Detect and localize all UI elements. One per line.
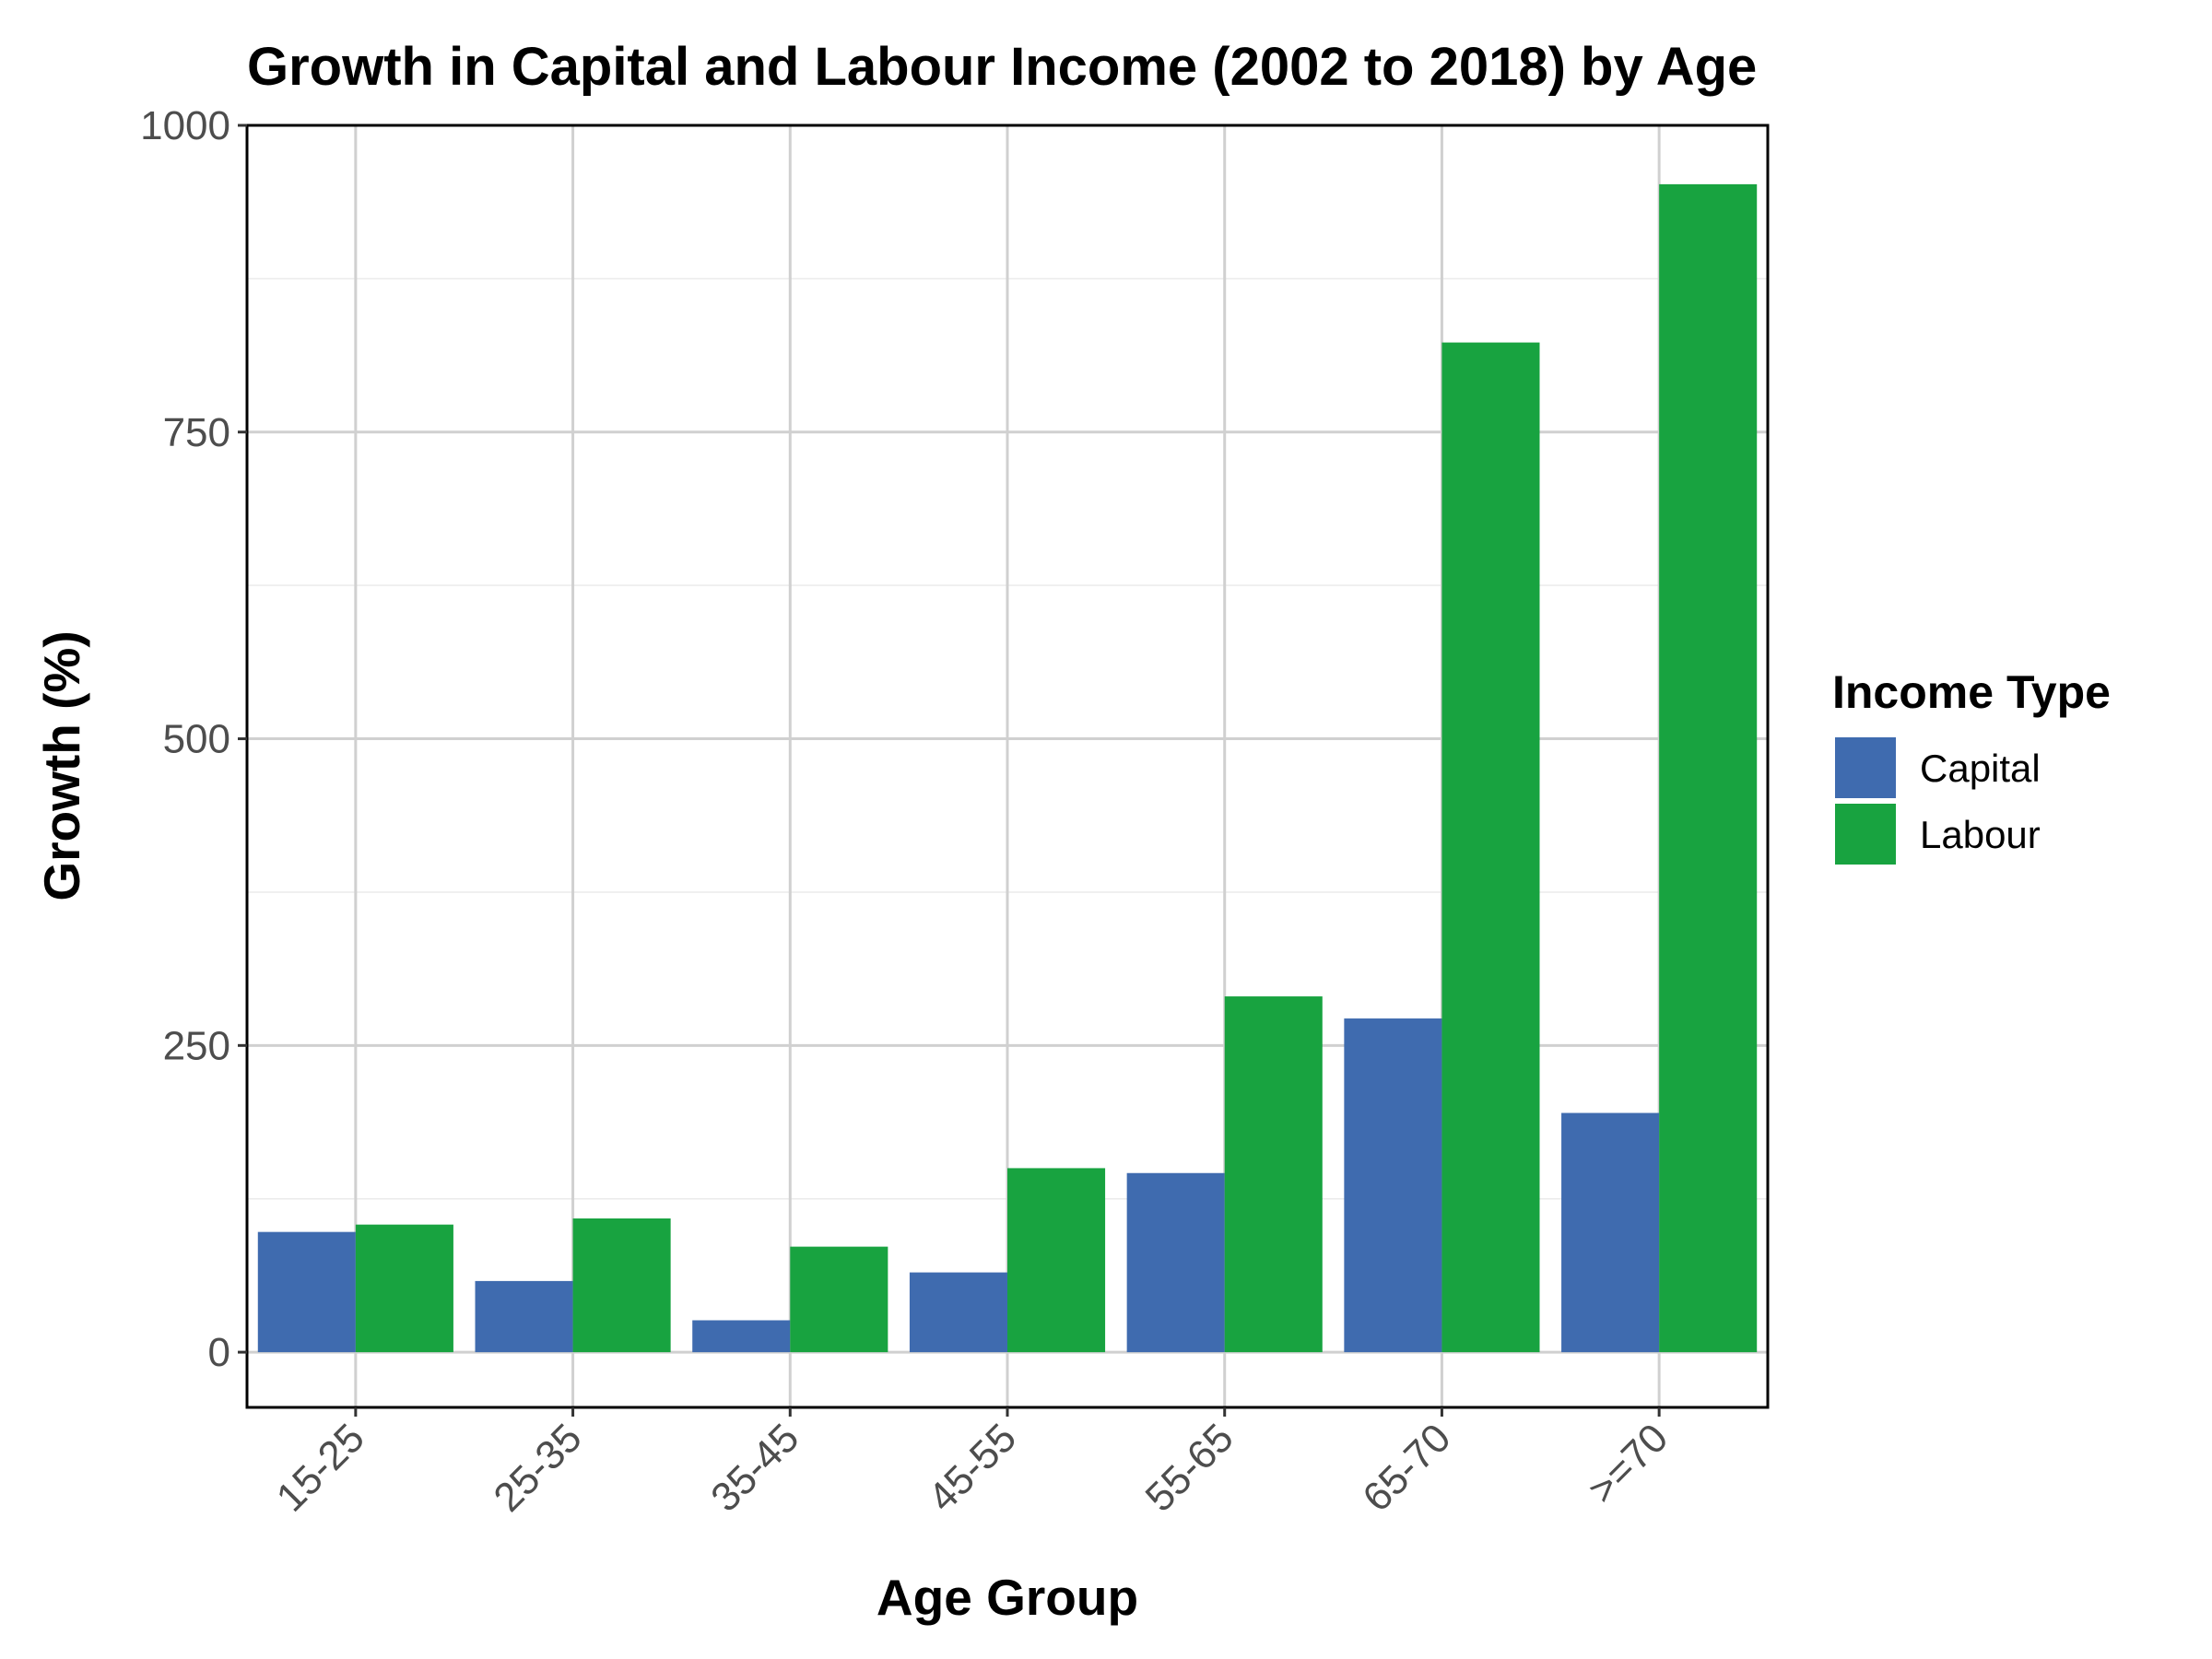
y-tick-label: 0 — [208, 1330, 230, 1375]
y-tick-label: 500 — [163, 717, 230, 762]
bar-capital — [1344, 1018, 1442, 1353]
bar-labour — [1007, 1168, 1106, 1353]
legend-label: Labour — [1920, 813, 2041, 856]
bar-capital — [1561, 1112, 1660, 1353]
bars — [257, 183, 1758, 1353]
legend-title: Income Type — [1832, 666, 2111, 718]
legend: Income Type Capital Labour — [1832, 666, 2111, 865]
bar-labour — [572, 1218, 671, 1353]
bar-capital — [692, 1320, 791, 1353]
bar-capital — [909, 1272, 1007, 1353]
legend-key-capital — [1835, 737, 1896, 798]
x-axis-title: Age Group — [877, 1569, 1138, 1626]
y-tick-label: 250 — [163, 1023, 230, 1068]
bar-capital — [1126, 1172, 1225, 1353]
chart-title: Growth in Capital and Labour Income (200… — [247, 37, 1757, 97]
bar-labour — [1224, 996, 1323, 1353]
plot-area — [245, 124, 1770, 1409]
bar-labour — [790, 1246, 888, 1353]
y-tick-label: 1000 — [140, 103, 230, 148]
y-axis: 0 250 500 750 1000 — [140, 103, 247, 1375]
bar-labour — [1441, 342, 1540, 1353]
legend-label: Capital — [1920, 747, 2041, 790]
bar-labour — [355, 1224, 453, 1353]
y-axis-title: Growth (%) — [33, 630, 90, 900]
bar-labour — [1659, 183, 1758, 1353]
y-tick-label: 750 — [163, 410, 230, 455]
bar-capital — [257, 1231, 356, 1353]
bar-capital — [475, 1280, 573, 1353]
legend-key-labour — [1835, 804, 1896, 865]
